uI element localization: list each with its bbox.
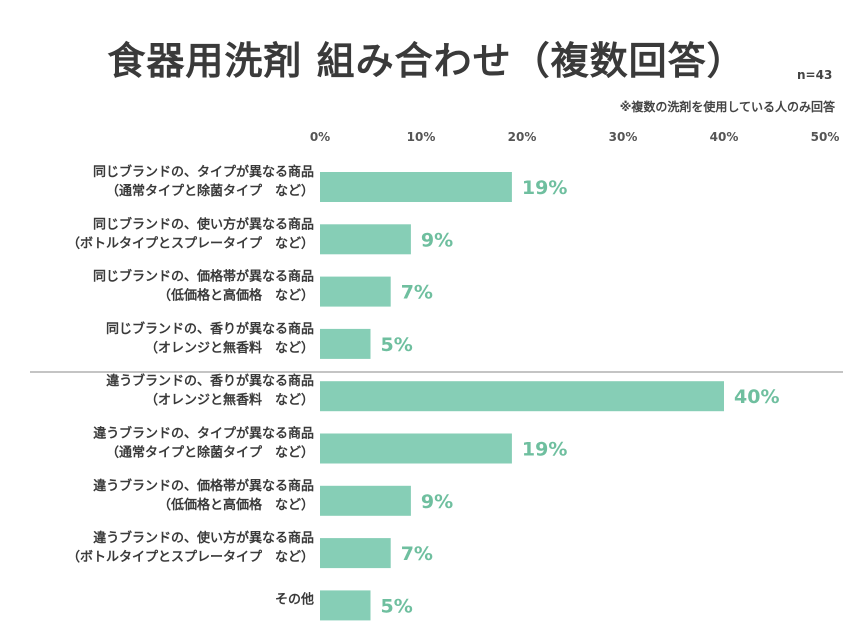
category-label: 違うブランドの、使い方が異なる商品（ボトルタイプとスプレータイプ など） [67, 530, 314, 565]
bar [320, 538, 391, 569]
x-tick-label: 50% [811, 130, 840, 144]
bar [320, 433, 512, 464]
category-label: 違うブランドの、タイプが異なる商品（通常タイプと除菌タイプ など） [93, 426, 314, 461]
data-label: 19% [522, 177, 567, 199]
category-label: 違うブランドの、価格帯が異なる商品（低価格と高価格 など） [93, 478, 314, 513]
category-label: その他 [275, 591, 314, 607]
x-tick-label: 30% [609, 130, 638, 144]
data-label: 40% [734, 386, 779, 408]
bar [320, 172, 512, 202]
bar [320, 224, 411, 255]
x-tick-label: 0% [310, 130, 330, 144]
category-label: 違うブランドの、香りが異なる商品（オレンジと無香料 など） [106, 373, 314, 408]
data-label: 7% [401, 543, 433, 565]
bar [320, 276, 391, 307]
note-text: ※複数の洗剤を使用している人のみ回答 [619, 100, 835, 114]
data-label: 9% [421, 491, 453, 513]
bar [320, 381, 724, 412]
category-label: 同じブランドの、香りが異なる商品（オレンジと無香料 など） [106, 321, 314, 356]
sample-size-label: n=43 [797, 68, 833, 82]
category-label: 同じブランドの、価格帯が異なる商品（低価格と高価格 など） [93, 269, 314, 304]
x-tick-label: 10% [407, 130, 436, 144]
chart-title: 食器用洗剤 組み合わせ（複数回答） [107, 39, 746, 83]
x-tick-label: 20% [508, 130, 537, 144]
data-label: 5% [381, 595, 413, 617]
bar [320, 485, 411, 516]
x-tick-label: 40% [710, 130, 739, 144]
data-label: 9% [421, 229, 453, 251]
data-label: 7% [401, 282, 433, 304]
bar [320, 328, 371, 359]
data-label: 5% [381, 334, 413, 356]
category-label: 同じブランドの、タイプが異なる商品（通常タイプと除菌タイプ など） [93, 164, 314, 199]
bar [320, 590, 371, 621]
category-label: 同じブランドの、使い方が異なる商品（ボトルタイプとスプレータイプ など） [67, 216, 314, 251]
data-label: 19% [522, 439, 567, 461]
